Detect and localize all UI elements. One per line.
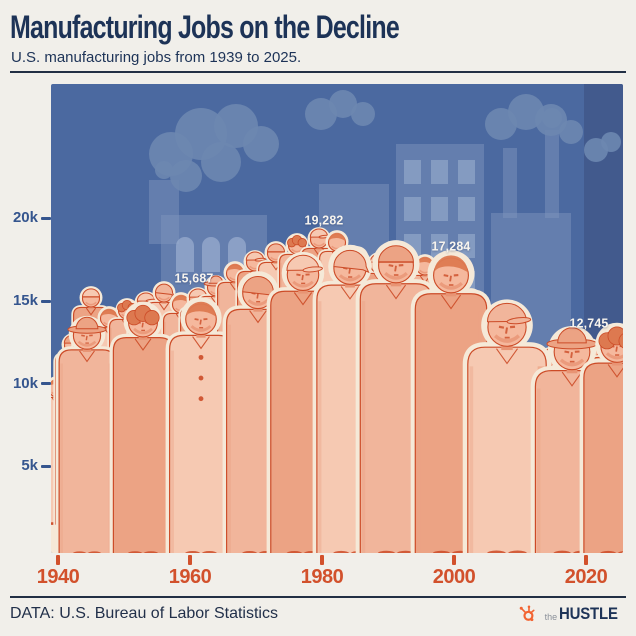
x-axis-tick	[584, 555, 588, 565]
x-axis-label: 1980	[300, 566, 344, 588]
x-axis-label: 1960	[168, 566, 212, 588]
data-label: 15,687	[174, 270, 214, 286]
brand-logo: the HUSTLE	[518, 604, 626, 624]
data-label: 19,282	[304, 212, 344, 228]
y-axis-label: 10k	[12, 375, 38, 392]
data-label: 17,284	[431, 238, 471, 254]
data-source: DATA: U.S. Bureau of Labor Statistics	[10, 605, 278, 622]
x-axis-tick	[56, 555, 60, 565]
page-title: Manufacturing Jobs on the Decline	[10, 9, 400, 45]
data-label: 12,745	[569, 315, 609, 331]
y-axis-tick	[41, 382, 51, 385]
x-axis-label: 1940	[36, 566, 80, 588]
brand-the: the	[544, 612, 558, 622]
y-axis-label: 20k	[12, 209, 38, 226]
x-axis-label: 2020	[564, 566, 608, 588]
y-axis-label: 15k	[12, 292, 38, 309]
footer-divider	[10, 596, 626, 598]
x-axis-tick	[452, 555, 456, 565]
y-axis-tick	[41, 300, 51, 303]
chart-panel	[51, 84, 623, 553]
x-axis-tick	[188, 555, 192, 565]
crowd-group	[51, 227, 623, 553]
page-subtitle: U.S. manufacturing jobs from 1939 to 202…	[11, 49, 302, 66]
chart-illustration	[51, 84, 623, 553]
header-divider	[10, 71, 626, 73]
y-axis-tick	[41, 217, 51, 220]
hubspot-sprocket-icon	[519, 605, 535, 622]
y-axis-tick	[41, 465, 51, 468]
smoke-group	[149, 90, 621, 192]
x-axis-label: 2000	[432, 566, 476, 588]
brand-name: HUSTLE	[559, 604, 618, 623]
x-axis-tick	[320, 555, 324, 565]
y-axis-label: 5k	[21, 457, 38, 474]
